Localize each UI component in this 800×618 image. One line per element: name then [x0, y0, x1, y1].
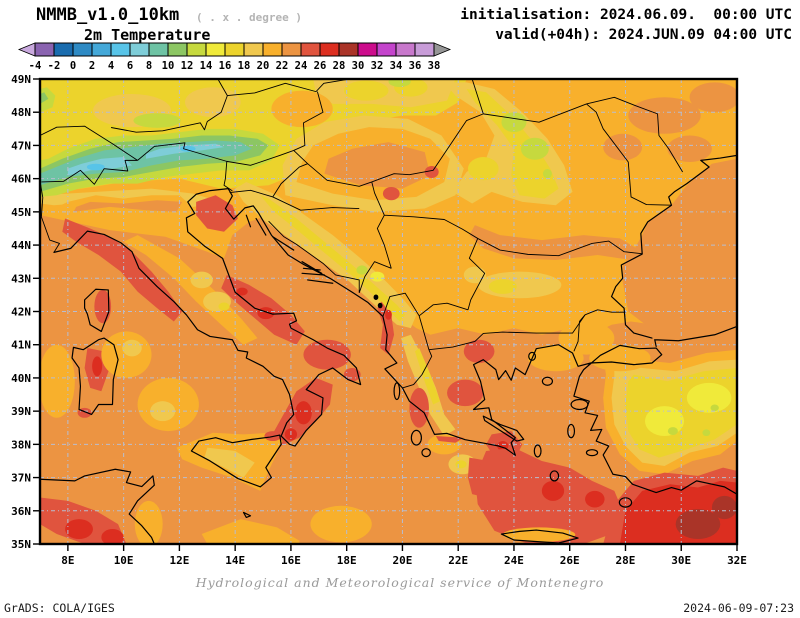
lat-tick-label: 45N: [11, 206, 31, 219]
lat-tick-label: 39N: [11, 405, 31, 418]
colorbar-segment: [376, 42, 397, 57]
lon-tick-label: 32E: [727, 554, 747, 567]
lon-tick-label: 8E: [61, 554, 74, 567]
colorbar-segment: [300, 42, 321, 57]
colorbar-segment: [110, 42, 131, 57]
colorbar-tick-label: 20: [257, 60, 270, 72]
colorbar-segment: [243, 42, 264, 57]
lat-tick-label: 41N: [11, 339, 31, 352]
colorbar-segment: [72, 42, 93, 57]
lat-tick-label: 43N: [11, 272, 31, 285]
colorbar-tick-label: 0: [70, 60, 76, 72]
lon-tick-label: 28E: [616, 554, 636, 567]
colorbar-tick-label: 26: [314, 60, 327, 72]
colorbar-segment: [395, 42, 416, 57]
colorbar-legend: -4 -2 0 2 4 6 8 10 12 14 16 18 20 22 24 26 28 30 32 34 36 38: [17, 42, 452, 72]
lon-tick-label: 10E: [114, 554, 134, 567]
lat-tick-label: 44N: [11, 239, 31, 252]
lon-tick-label: 16E: [281, 554, 301, 567]
lat-tick-label: 35N: [11, 538, 31, 551]
colorbar-segment: [129, 42, 150, 57]
lon-tick-label: 20E: [393, 554, 413, 567]
axis-ticks-and-labels: 49N 48N 47N 46N 45N 44N 43N 42N 41N 40N 39N 38N 37N 3…: [11, 73, 747, 567]
colorbar-tick-label: 2: [89, 60, 95, 72]
colorbar-segment: [338, 42, 359, 57]
lat-tick-label: 46N: [11, 173, 31, 186]
colorbar-tick-label: 30: [352, 60, 365, 72]
lon-tick-label: 26E: [560, 554, 580, 567]
colorbar-segment: [34, 42, 55, 57]
model-note: ( . x . degree ): [196, 11, 302, 24]
colorbar-segment: [205, 42, 226, 57]
colorbar-segment: [167, 42, 188, 57]
colorbar-tick-label: 18: [238, 60, 251, 72]
station-marker: [378, 303, 382, 308]
colorbar-tick-label: 6: [127, 60, 133, 72]
colorbar-tick-label: 16: [219, 60, 232, 72]
colorbar-tick-label: -4: [29, 60, 42, 72]
colorbar-tick-label: 10: [162, 60, 175, 72]
colorbar-tick-label: 32: [371, 60, 384, 72]
lon-tick-label: 18E: [337, 554, 357, 567]
coastlines: [40, 155, 737, 544]
init-line: initialisation: 2024.06.09. 00:00 UTC: [460, 7, 792, 23]
country-borders: [40, 79, 683, 388]
run-info: initialisation: 2024.06.09. 00:00 UTC va…: [460, 5, 792, 45]
grads-credit: GrADS: COLA/IGES: [4, 601, 115, 615]
colorbar-tick-label: 36: [409, 60, 422, 72]
lat-tick-label: 37N: [11, 472, 31, 485]
colorbar-segment: [357, 42, 378, 57]
colorbar-segment: [319, 42, 340, 57]
colorbar-tick-label: 12: [181, 60, 194, 72]
colorbar-tick-label: -2: [48, 60, 61, 72]
colorbar-tick-label: 34: [390, 60, 403, 72]
lon-tick-label: 12E: [169, 554, 189, 567]
colorbar-segment: [91, 42, 112, 57]
lat-tick-label: 48N: [11, 106, 31, 119]
colorbar-segment: [186, 42, 207, 57]
colorbar-tick-label: 4: [108, 60, 114, 72]
lon-tick-label: 24E: [504, 554, 524, 567]
colorbar-left-arrow: [17, 42, 36, 57]
field-title: 2m Temperature: [84, 26, 211, 44]
colorbar-segment: [414, 42, 435, 57]
lon-tick-label: 14E: [225, 554, 245, 567]
creation-timestamp: 2024-06-09-07:23: [683, 601, 794, 615]
station-marker: [374, 295, 378, 300]
lat-tick-label: 42N: [11, 306, 31, 319]
valid-line: valid(+04h): 2024.JUN.09 04:00 UTC: [495, 27, 792, 43]
lat-tick-label: 47N: [11, 139, 31, 152]
colorbar-segment: [53, 42, 74, 57]
lat-tick-label: 49N: [11, 73, 31, 86]
graticule-grid: [40, 79, 737, 544]
colorbar-segment: [224, 42, 245, 57]
colorbar-segment: [281, 42, 302, 57]
colorbar-tick-label: 14: [200, 60, 213, 72]
lat-tick-label: 40N: [11, 372, 31, 385]
service-attribution: Hydrological and Meteorological service …: [195, 575, 605, 590]
lon-tick-label: 22E: [448, 554, 468, 567]
lat-tick-label: 36N: [11, 505, 31, 518]
colorbar-segment: [262, 42, 283, 57]
colorbar-tick-label: 24: [295, 60, 308, 72]
colorbar-tick-label: 22: [276, 60, 289, 72]
lon-tick-label: 30E: [671, 554, 691, 567]
colorbar-right-arrow: [433, 42, 452, 57]
colorbar-segment: [148, 42, 169, 57]
colorbar-tick-label: 38: [428, 60, 441, 72]
lat-tick-label: 38N: [11, 438, 31, 451]
colorbar-tick-label: 8: [146, 60, 152, 72]
model-title: NMMB_v1.0_10km: [36, 5, 180, 25]
colorbar-tick-label: 28: [333, 60, 346, 72]
